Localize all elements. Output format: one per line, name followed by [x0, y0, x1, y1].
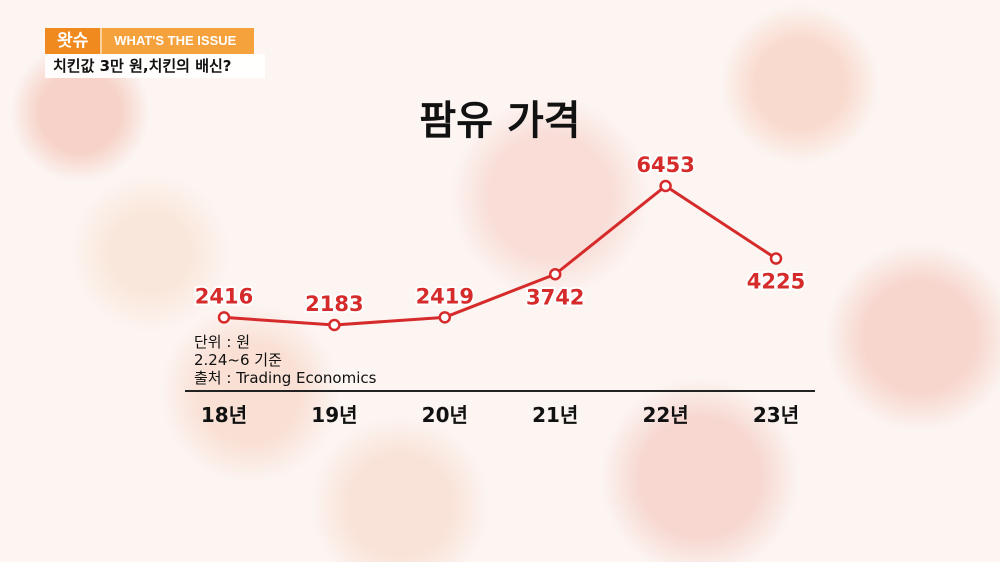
x-tick-label: 18년	[201, 403, 247, 427]
data-label: 2419	[416, 284, 474, 308]
data-labels: 2416 2183 2419 3742 6453 4225	[193, 151, 807, 318]
episode-subtitle: 치킨값 3만 원,치킨의 배신?	[45, 54, 265, 78]
data-point	[217, 311, 231, 324]
data-point	[438, 311, 452, 324]
unit-note: 단위 : 원	[194, 333, 250, 351]
x-tick-label: 19년	[311, 403, 357, 427]
data-points	[217, 179, 783, 332]
program-badge: 왓슈 WHAT'S THE ISSUE	[45, 28, 255, 54]
x-tick-label: 22년	[642, 403, 688, 427]
x-tick-label: 20년	[422, 403, 468, 427]
data-label: 4225	[747, 270, 805, 294]
data-label: 2183	[305, 292, 363, 316]
series-line	[223, 184, 777, 327]
price-series-line	[223, 184, 777, 327]
data-point	[659, 179, 672, 193]
data-point	[328, 318, 341, 332]
data-label: 2416	[195, 284, 253, 308]
source-note: 출처 : Trading Economics	[194, 369, 377, 387]
x-tick-labels: 18년 19년 20년 21년 22년 23년	[201, 403, 799, 427]
basis-note: 2.24~6 기준	[194, 351, 282, 369]
data-point	[548, 268, 562, 281]
chart-notes: 단위 : 원 2.24~6 기준 출처 : Trading Economics	[194, 333, 376, 387]
segment-label: WHAT'S THE ISSUE	[100, 28, 255, 54]
program-logo: 왓슈	[45, 28, 101, 54]
chart-title: 팜유 가격	[419, 98, 581, 144]
data-label: 3742	[526, 285, 584, 309]
data-label: 6453	[636, 153, 694, 177]
data-point	[769, 252, 783, 265]
x-tick-label: 23년	[753, 403, 799, 427]
x-tick-label: 21년	[532, 403, 578, 427]
